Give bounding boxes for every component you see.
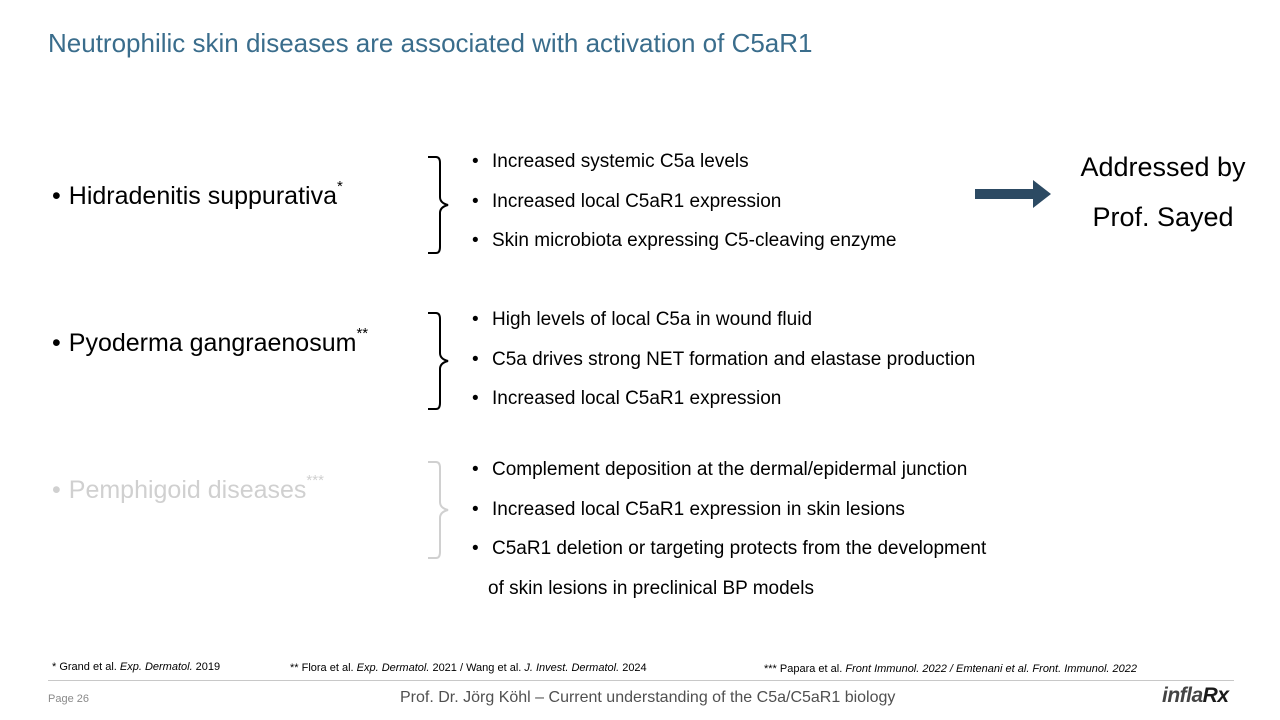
point-text: Increased local C5aR1 expression [492, 191, 782, 212]
ref-text: 2024 [619, 662, 647, 674]
footnote-marker: ** [356, 324, 369, 342]
bullet: • [472, 388, 479, 409]
ref-text: 2019 [192, 661, 221, 673]
bullet: • [472, 151, 479, 172]
point-text: Increased systemic C5a levels [492, 151, 749, 172]
list-item: • Increased local C5aR1 expression [472, 191, 781, 213]
bullet: • [52, 329, 61, 357]
bullet: • [472, 499, 479, 520]
addressed-line2: Prof. Sayed [1092, 202, 1234, 232]
disease-hidradenitis: • Hidradenitis suppurativa* [52, 179, 343, 211]
point-text: Skin microbiota expressing C5-cleaving e… [492, 230, 897, 251]
list-item: • Complement deposition at the dermal/epi… [472, 459, 967, 481]
point-text: C5aR1 deletion or targeting protects fro… [492, 538, 987, 559]
page-number: Page 26 [48, 693, 89, 705]
logo-rx: Rx [1202, 684, 1229, 707]
list-item: • Skin microbiota expressing C5-cleaving … [472, 230, 896, 252]
reference-2: ** Flora et al. Exp. Dermatol. 2021 / Wa… [290, 662, 647, 674]
point-continuation: of skin lesions in preclinical BP models [488, 578, 814, 599]
disease-label: Hidradenitis suppurativa [68, 182, 337, 210]
disease-label: Pyoderma gangraenosum [68, 329, 357, 357]
point-text: Increased local C5aR1 expression [492, 388, 782, 409]
addressed-by-note: Addressed by Prof. Sayed [1070, 142, 1256, 242]
bullet: • [472, 459, 479, 480]
point-text: C5a drives strong NET formation and elas… [492, 349, 976, 370]
footnote-marker: * [336, 177, 343, 195]
ref-journal: J. Invest. Dermatol. [524, 662, 620, 674]
ref-journal: Exp. Dermatol. [119, 661, 193, 673]
bullet: • [52, 476, 61, 504]
bullet: • [52, 182, 61, 210]
curly-brace-icon [428, 312, 449, 410]
list-item: • Increased local C5aR1 expression in ski… [472, 499, 905, 521]
list-item: • High levels of local C5a in wound fluid [472, 309, 812, 331]
bullet: • [472, 309, 479, 330]
curly-brace-icon [428, 156, 449, 254]
point-text: High levels of local C5a in wound fluid [492, 309, 813, 330]
list-item: • Increased systemic C5a levels [472, 151, 749, 173]
bullet: • [472, 230, 479, 251]
addressed-line1: Addressed by [1080, 152, 1246, 182]
ref-journal: Front Immunol. 2022 / Emtenani et al. Fr… [845, 663, 1137, 675]
inflarx-logo: inflaRx [1162, 684, 1229, 708]
list-item: • C5a drives strong NET formation and ela… [472, 349, 975, 371]
curly-brace-icon [428, 461, 449, 559]
ref-text: ** Flora et al. [290, 662, 357, 674]
right-arrow-icon [975, 180, 1051, 208]
ref-text: *** Papara et al. [764, 663, 846, 675]
point-text: Increased local C5aR1 expression in skin… [492, 499, 905, 520]
ref-text: 2021 / Wang et al. [429, 662, 525, 674]
disease-pemphigoid: • Pemphigoid diseases*** [52, 473, 324, 505]
point-text: Complement deposition at the dermal/epid… [492, 459, 968, 480]
reference-3: *** Papara et al. Front Immunol. 2022 / … [764, 663, 1137, 675]
bullet: • [472, 191, 479, 212]
logo-text: infla [1162, 684, 1203, 707]
bullet: • [472, 538, 479, 559]
footer-title: Prof. Dr. Jörg Köhl – Current understand… [400, 689, 896, 706]
disease-label: Pemphigoid diseases [68, 476, 307, 504]
footnote-marker: *** [306, 471, 324, 489]
footer-divider [48, 680, 1234, 681]
disease-pyoderma: • Pyoderma gangraenosum** [52, 326, 368, 358]
ref-journal: Exp. Dermatol. [356, 662, 430, 674]
list-item: • C5aR1 deletion or targeting protects fr… [472, 538, 986, 560]
list-item: • Increased local C5aR1 expression [472, 388, 781, 410]
ref-text: * Grand et al. [52, 661, 120, 673]
bullet: • [472, 349, 479, 370]
reference-1: * Grand et al. Exp. Dermatol. 2019 [52, 661, 220, 673]
slide-title: Neutrophilic skin diseases are associate… [48, 28, 813, 58]
